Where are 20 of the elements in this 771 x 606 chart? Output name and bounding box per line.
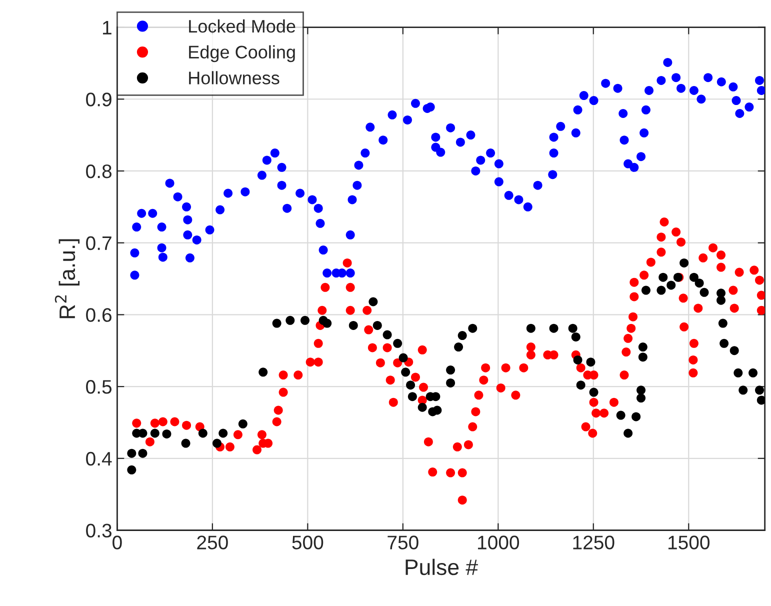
y-tick-label: 1: [103, 20, 112, 34]
y-tick-label: 0.6: [86, 308, 112, 322]
y-tick-label: 0.9: [86, 92, 112, 106]
y-tick-label: 0.7: [86, 236, 112, 250]
y-tick-label: 0.3: [86, 524, 112, 538]
x-tick-label: 250: [197, 536, 228, 550]
y-tick-label: 0.8: [86, 164, 112, 178]
x-tick-label: 0: [112, 536, 122, 550]
x-axis-title: Pulse #: [406, 558, 478, 576]
x-tick-label: 1250: [573, 536, 614, 550]
x-tick-label: 1500: [668, 536, 710, 550]
y-tick-label: 0.5: [86, 380, 112, 394]
legend-label: Edge Cooling: [189, 45, 295, 62]
y-tick-label: 0.4: [86, 452, 112, 466]
x-tick-label: 1000: [478, 536, 520, 550]
x-tick-label: 750: [388, 536, 418, 550]
x-tick-label: 500: [292, 536, 324, 550]
legend-label: Locked Mode: [189, 19, 296, 33]
legend-label: Hollowness: [189, 71, 280, 84]
y-axis-title: R$^{2}$ [a.u.]: [54, 239, 80, 318]
